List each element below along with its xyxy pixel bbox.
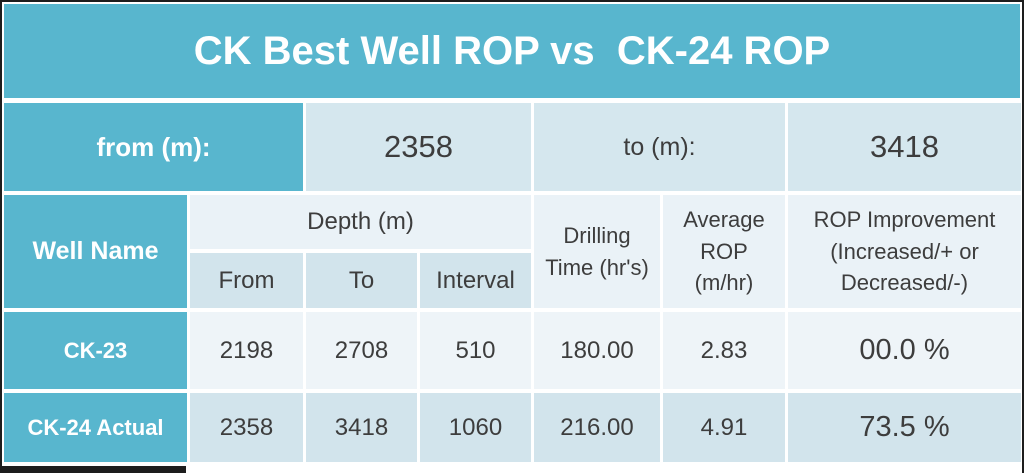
row-ck24-depth-from: 2358 <box>190 393 303 462</box>
subheader-to: To <box>306 253 417 308</box>
range-to-label: to (m): <box>534 103 785 191</box>
row-ck24-drilling-time: 216.00 <box>534 393 660 462</box>
subheader-from: From <box>190 253 303 308</box>
rop-comparison-table: from (m): 2358 to (m): 3418 Well Name De… <box>4 103 1021 462</box>
row-ck23-rop-improvement: 00.0 % <box>788 312 1021 389</box>
drilling-time-header: Drilling Time (hr's) <box>534 195 660 308</box>
well-name-header: Well Name <box>4 195 187 308</box>
row-ck24-average-rop: 4.91 <box>663 393 785 462</box>
row-ck24-depth-to: 3418 <box>306 393 417 462</box>
row-ck24-interval: 1060 <box>420 393 531 462</box>
range-from-value: 2358 <box>306 103 531 191</box>
row-ck23-drilling-time: 180.00 <box>534 312 660 389</box>
average-rop-header: Average ROP (m/hr) <box>663 195 785 308</box>
range-to-value: 3418 <box>788 103 1021 191</box>
row-ck24-well-name: CK-24 Actual <box>4 393 187 462</box>
rop-improvement-header: ROP Improvement (Increased/+ or Decrease… <box>788 195 1021 308</box>
page-title: CK Best Well ROP vs CK-24 ROP <box>4 4 1020 98</box>
range-from-label: from (m): <box>4 103 303 191</box>
row-ck23-well-name: CK-23 <box>4 312 187 389</box>
row-ck23-interval: 510 <box>420 312 531 389</box>
row-ck24-rop-improvement: 73.5 % <box>788 393 1021 462</box>
table-bottom-border <box>2 466 186 473</box>
depth-header: Depth (m) <box>190 195 531 249</box>
row-ck23-average-rop: 2.83 <box>663 312 785 389</box>
subheader-interval: Interval <box>420 253 531 308</box>
row-ck23-depth-to: 2708 <box>306 312 417 389</box>
row-ck23-depth-from: 2198 <box>190 312 303 389</box>
